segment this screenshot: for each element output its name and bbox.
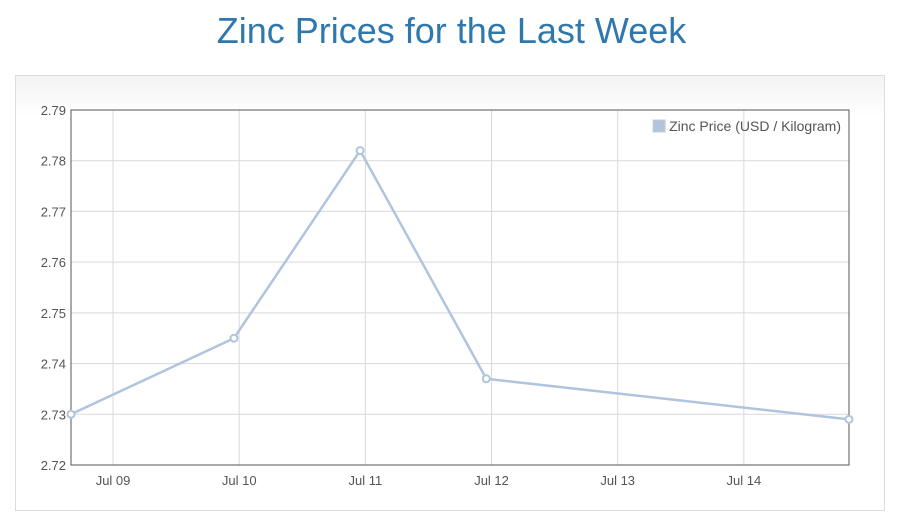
line-chart: 2.79 2.78 2.77 2.76 2.75 2.74 2.73 2.72 Jul 09 Ju… bbox=[41, 103, 854, 488]
x-tick-label: Jul 13 bbox=[600, 473, 635, 488]
page-title: Zinc Prices for the Last Week bbox=[216, 10, 687, 51]
y-tick-label: 2.74 bbox=[41, 357, 66, 372]
y-tick-label: 2.72 bbox=[41, 458, 66, 473]
legend-label-zinc-price: Zinc Price (USD / Kilogram) bbox=[669, 118, 841, 134]
data-point[interactable] bbox=[481, 374, 491, 384]
y-tick-label: 2.75 bbox=[41, 306, 66, 321]
data-point[interactable] bbox=[355, 146, 365, 156]
x-tick-label: Jul 14 bbox=[727, 473, 762, 488]
grid-layer bbox=[71, 109, 849, 466]
data-point[interactable] bbox=[844, 414, 854, 424]
x-tick-label: Jul 12 bbox=[474, 473, 509, 488]
tick-layer: 2.79 2.78 2.77 2.76 2.75 2.74 2.73 2.72 Jul 09 Ju… bbox=[41, 103, 762, 488]
legend[interactable]: Zinc Price (USD / Kilogram) bbox=[652, 118, 841, 134]
plot-frame bbox=[70, 109, 850, 466]
x-tick-label: Jul 09 bbox=[96, 473, 131, 488]
data-point[interactable] bbox=[66, 409, 76, 419]
x-tick-label: Jul 10 bbox=[222, 473, 257, 488]
y-tick-label: 2.76 bbox=[41, 255, 66, 270]
series-line-zinc-price bbox=[70, 149, 850, 421]
y-tick-label: 2.79 bbox=[41, 103, 66, 118]
y-tick-label: 2.78 bbox=[41, 154, 66, 169]
series-layer bbox=[66, 146, 854, 424]
data-point[interactable] bbox=[229, 333, 239, 343]
legend-swatch bbox=[652, 119, 666, 133]
y-tick-label: 2.73 bbox=[41, 407, 66, 422]
x-tick-label: Jul 11 bbox=[349, 473, 383, 488]
y-tick-label: 2.77 bbox=[41, 204, 66, 219]
chart-panel: 2.79 2.78 2.77 2.76 2.75 2.74 2.73 2.72 Jul 09 Ju… bbox=[15, 75, 885, 511]
